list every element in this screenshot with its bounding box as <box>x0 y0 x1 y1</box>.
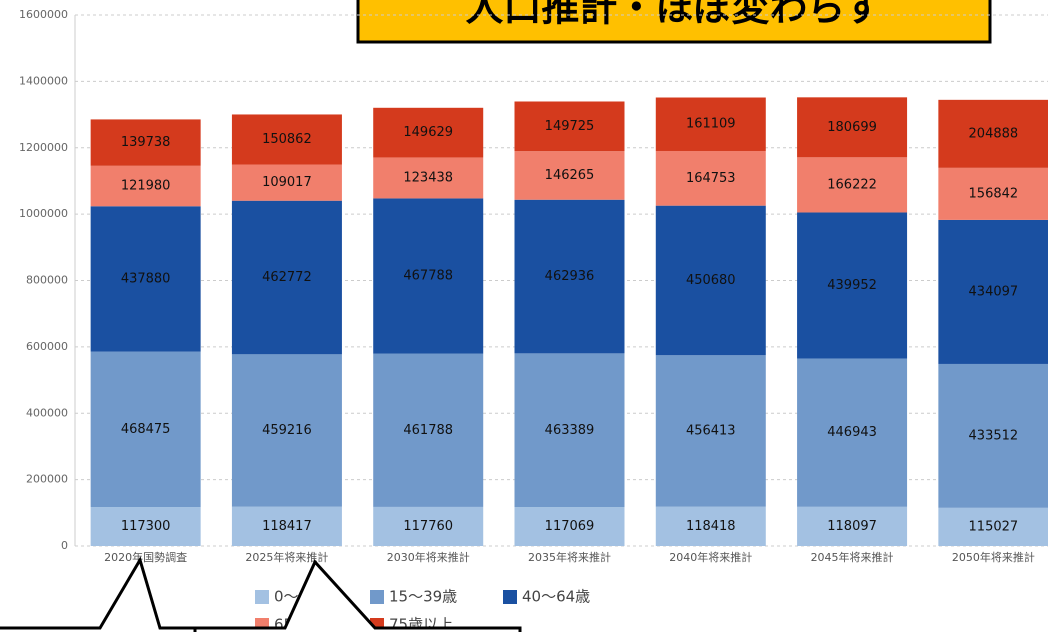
bar-segment <box>797 212 908 359</box>
bar-segment <box>90 351 201 508</box>
x-tick-label: 2050年将来推計 <box>952 550 1035 564</box>
data-label: 117069 <box>545 519 595 534</box>
data-label: 437880 <box>121 271 171 286</box>
bar-segment <box>797 157 908 213</box>
data-label: 459216 <box>262 423 312 438</box>
bar-segment <box>90 119 201 166</box>
data-label: 434097 <box>969 284 1019 299</box>
bar-segment <box>938 99 1048 168</box>
bar-segment <box>797 506 908 546</box>
data-label: 433512 <box>969 428 1019 443</box>
data-label: 204888 <box>969 126 1019 141</box>
bar-segment <box>514 151 625 200</box>
bar-segment <box>514 507 625 546</box>
data-label: 446943 <box>827 425 877 440</box>
data-label: 118418 <box>686 519 736 534</box>
data-label: 156842 <box>969 186 1019 201</box>
bar-segment <box>373 198 484 354</box>
y-tick-label: 1400000 <box>19 74 68 87</box>
y-tick-label: 800000 <box>26 274 68 287</box>
data-label: 463389 <box>545 423 595 438</box>
bar-segment <box>514 101 625 152</box>
bar-segment <box>938 167 1048 220</box>
data-label: 468475 <box>121 422 171 437</box>
bar-segment <box>231 200 342 355</box>
data-label: 117760 <box>403 519 453 534</box>
data-label: 118417 <box>262 519 312 534</box>
x-tick-label: 2020年国勢調査 <box>104 550 187 564</box>
callout <box>0 556 202 632</box>
bar-segment <box>938 507 1048 546</box>
bar-segment <box>655 355 766 507</box>
data-label: 123438 <box>403 170 453 185</box>
data-label: 439952 <box>827 278 877 293</box>
bar-segment <box>514 199 625 354</box>
y-tick-label: 600000 <box>26 340 68 353</box>
data-label: 462936 <box>545 269 595 284</box>
x-tick-label: 2035年将来推計 <box>528 550 611 564</box>
x-tick-label: 2025年将来推計 <box>245 550 328 564</box>
bar-segment <box>231 506 342 546</box>
x-tick-label: 2045年将来推計 <box>811 550 894 564</box>
bar-segment <box>373 506 484 546</box>
bar-segment <box>373 157 484 199</box>
data-label: 115027 <box>969 519 1019 534</box>
bar-segment <box>514 353 625 508</box>
bar-segment <box>231 114 342 165</box>
y-tick-label: 0 <box>61 539 68 552</box>
bar-segment <box>655 205 766 356</box>
data-label: 149725 <box>545 119 595 134</box>
legend-swatch <box>255 590 269 604</box>
callout <box>193 559 522 632</box>
y-tick-label: 1600000 <box>19 8 68 21</box>
bar-segment <box>655 506 766 546</box>
legend-label: 40〜64歳 <box>522 588 590 606</box>
data-label: 118097 <box>827 519 877 534</box>
data-label: 450680 <box>686 273 736 288</box>
data-label: 164753 <box>686 171 736 186</box>
bar-segment <box>231 354 342 507</box>
y-tick-label: 1000000 <box>19 207 68 220</box>
legend-swatch <box>370 590 384 604</box>
data-label: 456413 <box>686 423 736 438</box>
data-label: 117300 <box>121 519 171 534</box>
x-tick-label: 2030年将来推計 <box>387 550 470 564</box>
bar-segment <box>797 358 908 507</box>
y-tick-label: 1200000 <box>19 141 68 154</box>
bar-segment <box>655 150 766 206</box>
y-tick-label: 400000 <box>26 406 68 419</box>
data-label: 461788 <box>403 423 453 438</box>
data-label: 467788 <box>403 269 453 284</box>
bar-segment <box>373 107 484 158</box>
data-label: 180699 <box>827 120 877 135</box>
data-label: 462772 <box>262 270 312 285</box>
bar-segment <box>231 164 342 201</box>
bar-segment <box>90 206 201 352</box>
data-label: 161109 <box>686 117 736 132</box>
bar-segment <box>938 219 1048 364</box>
data-label: 121980 <box>121 179 171 194</box>
bar-segment <box>938 363 1048 508</box>
data-label: 150862 <box>262 132 312 147</box>
bar-segment <box>373 353 484 507</box>
data-label: 166222 <box>827 177 877 192</box>
data-label: 109017 <box>262 175 312 190</box>
data-label: 149629 <box>403 125 453 140</box>
data-label: 146265 <box>545 168 595 183</box>
bar-segment <box>797 97 908 158</box>
data-label: 139738 <box>121 135 171 150</box>
bar-segment <box>655 97 766 151</box>
legend-swatch <box>503 590 517 604</box>
y-tick-label: 200000 <box>26 473 68 486</box>
bar-segment <box>90 165 201 207</box>
x-tick-label: 2040年将来推計 <box>669 550 752 564</box>
bar-segment <box>90 507 201 546</box>
legend-label: 15〜39歳 <box>389 588 457 606</box>
